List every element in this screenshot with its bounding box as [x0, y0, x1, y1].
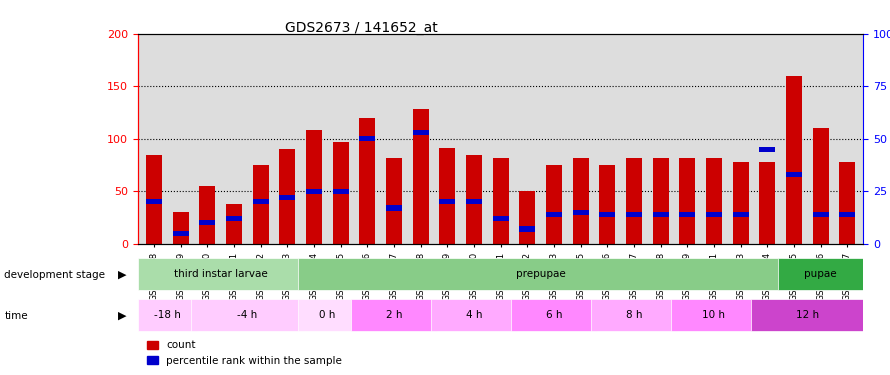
Bar [786, 76, 802, 244]
Text: GDS2673 / 141652_at: GDS2673 / 141652_at [285, 21, 438, 34]
Bar [466, 154, 482, 244]
Bar [333, 142, 349, 244]
Bar [279, 149, 295, 244]
Bar [253, 165, 269, 244]
Bar [599, 212, 615, 217]
Bar [732, 212, 748, 217]
Text: 8 h: 8 h [626, 310, 643, 320]
Bar [306, 130, 322, 244]
Bar [253, 199, 269, 204]
Bar [679, 212, 695, 217]
Text: -18 h: -18 h [154, 310, 181, 320]
Text: time: time [4, 311, 28, 321]
Text: ▶: ▶ [118, 311, 127, 321]
Bar [706, 212, 722, 217]
Bar [173, 231, 189, 236]
Bar [519, 226, 535, 232]
Bar [813, 128, 829, 244]
Bar [298, 299, 357, 331]
Bar [298, 258, 783, 290]
Bar [199, 220, 215, 225]
Bar [778, 258, 863, 290]
Text: 4 h: 4 h [465, 310, 482, 320]
Text: third instar larvae: third instar larvae [174, 269, 268, 279]
Bar [413, 110, 429, 244]
Bar [652, 158, 668, 244]
Bar [138, 299, 197, 331]
Bar [671, 299, 756, 331]
Bar [386, 206, 402, 211]
Bar [360, 136, 376, 141]
Bar [360, 118, 376, 244]
Bar [413, 130, 429, 135]
Bar [591, 299, 676, 331]
Bar [546, 212, 562, 217]
Text: ▶: ▶ [118, 270, 127, 279]
Bar [511, 299, 596, 331]
Text: prepupae: prepupae [515, 269, 565, 279]
Bar [546, 165, 562, 244]
Bar [226, 216, 242, 221]
Bar [839, 162, 855, 244]
Bar [706, 158, 722, 244]
Bar [306, 189, 322, 194]
Bar [146, 199, 162, 204]
Text: pupae: pupae [805, 269, 837, 279]
Text: 2 h: 2 h [385, 310, 402, 320]
Text: 12 h: 12 h [796, 310, 819, 320]
Bar [652, 212, 668, 217]
Text: 10 h: 10 h [702, 310, 725, 320]
Bar [759, 162, 775, 244]
Bar [839, 212, 855, 217]
Text: development stage: development stage [4, 270, 105, 279]
Bar [751, 299, 863, 331]
Bar [279, 195, 295, 200]
Bar [466, 199, 482, 204]
Bar [519, 191, 535, 244]
Bar [572, 210, 588, 215]
Bar [813, 212, 829, 217]
Bar [493, 158, 508, 244]
Bar [572, 158, 588, 244]
Bar [440, 148, 456, 244]
Bar [146, 154, 162, 244]
Bar [440, 199, 456, 204]
Bar [138, 258, 303, 290]
Bar [679, 158, 695, 244]
Bar [599, 165, 615, 244]
Bar [732, 162, 748, 244]
Bar [191, 299, 303, 331]
Bar [493, 216, 508, 221]
Bar [386, 158, 402, 244]
Bar [626, 158, 642, 244]
Text: 0 h: 0 h [320, 310, 336, 320]
Bar [333, 189, 349, 194]
Bar [173, 212, 189, 244]
Bar [786, 172, 802, 177]
Text: 6 h: 6 h [546, 310, 562, 320]
Bar [759, 147, 775, 152]
Bar [626, 212, 642, 217]
Legend: count, percentile rank within the sample: count, percentile rank within the sample [143, 336, 346, 370]
Bar [432, 299, 516, 331]
Bar [226, 204, 242, 244]
Bar [199, 186, 215, 244]
Text: -4 h: -4 h [237, 310, 257, 320]
Bar [352, 299, 437, 331]
